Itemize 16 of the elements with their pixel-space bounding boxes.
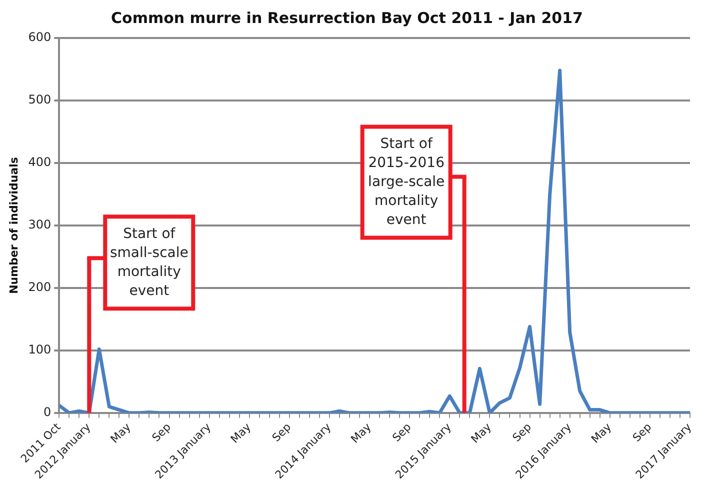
ref-line-label: Start of 2015-2016 large-scale mortality event [368,136,445,228]
y-tick-label: 400 [28,155,52,170]
y-tick-label: 500 [28,92,52,107]
y-axis-title: Number of individuals [7,156,20,294]
y-tick-label: 100 [28,342,52,357]
x-tick-label: Sep [390,420,414,444]
x-tick-label: Sep [270,420,294,444]
ref-line-label: Start of small-scale mortality event [110,226,188,299]
x-tick-label: Sep [510,420,534,444]
x-tick-label: Sep [630,420,654,444]
y-tick-label: 600 [28,30,52,44]
y-tick-label: 0 [43,405,52,420]
y-tick-label: 200 [28,280,52,294]
x-tick-label: Sep [150,420,174,444]
y-tick-label: 300 [28,218,52,232]
chart-title: Common murre in Resurrection Bay Oct 2011 - Jan 2017 [111,8,583,27]
